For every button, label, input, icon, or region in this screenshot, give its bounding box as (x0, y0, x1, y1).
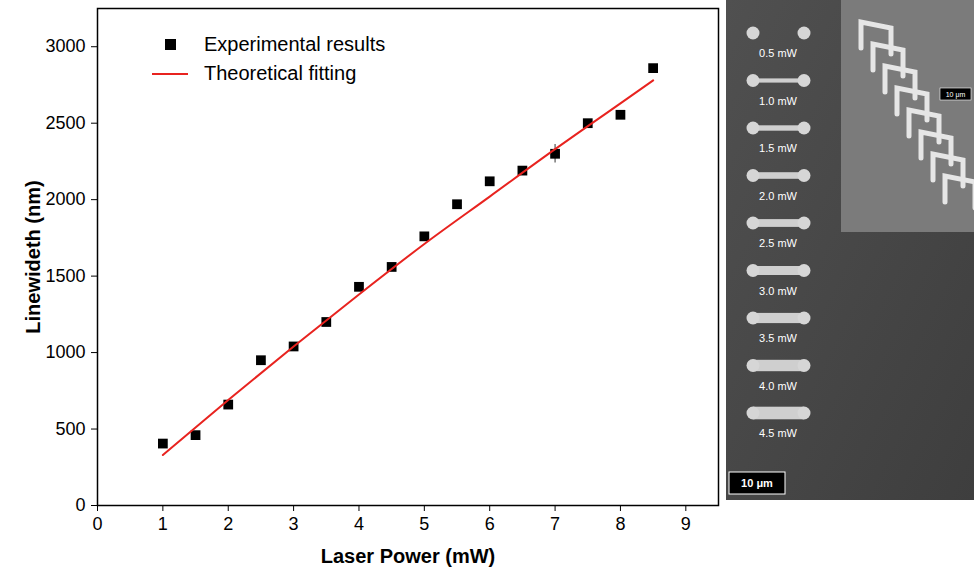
svg-text:2.5 mW: 2.5 mW (759, 237, 798, 249)
svg-text:3.0 mW: 3.0 mW (759, 285, 798, 297)
html-text:Experimental results: Experimental results (204, 33, 386, 55)
svg-text:4.5 mW: 4.5 mW (759, 427, 798, 439)
svg-text:2.0 mW: 2.0 mW (759, 190, 798, 202)
html-text:Theoretical fitting: Theoretical fitting (204, 62, 357, 84)
svg-text:2: 2 (223, 514, 233, 534)
svg-text:8: 8 (615, 514, 625, 534)
svg-text:1500: 1500 (45, 266, 85, 286)
svg-text:9: 9 (681, 514, 691, 534)
svg-text:4: 4 (354, 514, 364, 534)
svg-text:Linewideth (nm): Linewideth (nm) (22, 180, 44, 333)
svg-text:10 μm: 10 μm (741, 477, 773, 489)
svg-text:1.0 mW: 1.0 mW (759, 95, 798, 107)
svg-text:4.0 mW: 4.0 mW (759, 380, 798, 392)
svg-text:1.5 mW: 1.5 mW (759, 142, 798, 154)
svg-text:3.5 mW: 3.5 mW (759, 332, 798, 344)
svg-text:Laser Power (mW): Laser Power (mW) (321, 545, 495, 567)
svg-text:0: 0 (75, 495, 85, 515)
svg-text:6: 6 (485, 514, 495, 534)
svg-text:0: 0 (92, 514, 102, 534)
svg-text:2500: 2500 (45, 113, 85, 133)
svg-text:500: 500 (55, 419, 85, 439)
svg-text:3000: 3000 (45, 36, 85, 56)
svg-text:10 μm: 10 μm (946, 91, 966, 99)
svg-text:3: 3 (289, 514, 299, 534)
svg-text:1000: 1000 (45, 342, 85, 362)
svg-text:0.5 mW: 0.5 mW (759, 47, 798, 59)
svg-text:1: 1 (158, 514, 168, 534)
svg-text:7: 7 (550, 514, 560, 534)
svg-text:2000: 2000 (45, 189, 85, 209)
svg-text:5: 5 (419, 514, 429, 534)
